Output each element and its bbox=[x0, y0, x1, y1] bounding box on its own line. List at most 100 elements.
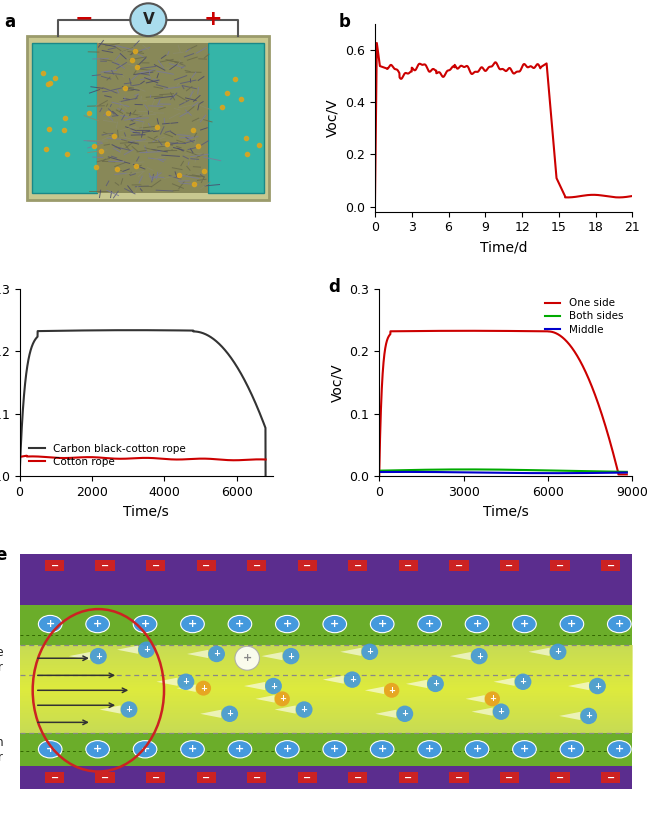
X-axis label: Time/s: Time/s bbox=[483, 505, 529, 519]
Line: Both sides: Both sides bbox=[379, 469, 627, 472]
FancyBboxPatch shape bbox=[27, 36, 269, 200]
FancyBboxPatch shape bbox=[45, 772, 64, 784]
Both sides bbox=[615, 467, 623, 476]
Text: +: + bbox=[378, 619, 387, 629]
FancyBboxPatch shape bbox=[449, 772, 469, 784]
Text: +: + bbox=[388, 686, 395, 695]
Ellipse shape bbox=[228, 741, 252, 758]
One side bbox=[570, 346, 578, 356]
Text: +: + bbox=[283, 619, 292, 629]
Text: +: + bbox=[235, 744, 244, 754]
Both sides bbox=[570, 466, 578, 476]
One side bbox=[623, 470, 630, 480]
Polygon shape bbox=[156, 678, 177, 686]
FancyBboxPatch shape bbox=[20, 646, 632, 733]
Text: −: − bbox=[253, 560, 261, 571]
Text: +: + bbox=[46, 619, 55, 629]
Cotton rope bbox=[136, 453, 143, 463]
Cotton rope bbox=[28, 451, 36, 461]
Text: b: b bbox=[339, 13, 351, 31]
Polygon shape bbox=[100, 706, 121, 714]
Text: +: + bbox=[330, 744, 340, 754]
Middle bbox=[402, 467, 410, 476]
Text: +: + bbox=[203, 8, 222, 28]
Legend: One side, Both sides, Middle: One side, Both sides, Middle bbox=[541, 294, 627, 339]
Circle shape bbox=[589, 678, 606, 694]
Text: −: − bbox=[101, 560, 109, 571]
Carbon black-cotton rope bbox=[128, 325, 136, 335]
Ellipse shape bbox=[466, 615, 489, 633]
Both sides bbox=[388, 466, 396, 476]
Polygon shape bbox=[244, 682, 265, 690]
Text: −: − bbox=[50, 560, 59, 571]
Both sides bbox=[489, 465, 497, 475]
Ellipse shape bbox=[133, 741, 157, 758]
One side bbox=[489, 326, 497, 336]
Text: −: − bbox=[101, 772, 109, 782]
Text: −: − bbox=[354, 560, 362, 571]
Y-axis label: Voc/V: Voc/V bbox=[325, 98, 340, 137]
Circle shape bbox=[580, 708, 597, 724]
Cotton rope bbox=[16, 452, 23, 462]
Middle bbox=[570, 468, 578, 478]
Text: +: + bbox=[615, 744, 624, 754]
FancyBboxPatch shape bbox=[247, 772, 267, 784]
Circle shape bbox=[177, 673, 194, 690]
Circle shape bbox=[296, 702, 312, 718]
Polygon shape bbox=[340, 648, 361, 656]
Circle shape bbox=[196, 680, 211, 696]
FancyBboxPatch shape bbox=[247, 559, 267, 572]
FancyBboxPatch shape bbox=[207, 43, 264, 193]
Ellipse shape bbox=[133, 615, 157, 633]
Middle bbox=[616, 467, 624, 477]
Line: Carbon black-cotton rope: Carbon black-cotton rope bbox=[20, 330, 265, 476]
Polygon shape bbox=[177, 685, 196, 692]
Polygon shape bbox=[117, 646, 138, 654]
Text: −: − bbox=[556, 772, 564, 782]
FancyBboxPatch shape bbox=[33, 43, 96, 193]
FancyBboxPatch shape bbox=[96, 43, 207, 193]
Text: −: − bbox=[455, 772, 463, 782]
Text: +: + bbox=[378, 744, 387, 754]
Ellipse shape bbox=[86, 615, 110, 633]
FancyBboxPatch shape bbox=[449, 559, 469, 572]
Ellipse shape bbox=[560, 615, 584, 633]
Circle shape bbox=[282, 648, 299, 664]
Text: +: + bbox=[270, 681, 277, 690]
Text: +: + bbox=[188, 619, 197, 629]
Text: +: + bbox=[200, 684, 207, 693]
FancyBboxPatch shape bbox=[550, 772, 570, 784]
Ellipse shape bbox=[608, 741, 631, 758]
FancyBboxPatch shape bbox=[95, 772, 115, 784]
Circle shape bbox=[235, 646, 259, 670]
Middle bbox=[496, 468, 503, 478]
Text: e: e bbox=[0, 546, 7, 564]
Text: +: + bbox=[46, 744, 55, 754]
Text: +: + bbox=[520, 744, 529, 754]
Text: −: − bbox=[152, 560, 160, 571]
Ellipse shape bbox=[560, 741, 584, 758]
Circle shape bbox=[427, 676, 444, 692]
Middle bbox=[550, 468, 557, 478]
Line: One side: One side bbox=[379, 331, 627, 476]
Text: −: − bbox=[556, 560, 564, 571]
Ellipse shape bbox=[181, 741, 204, 758]
Polygon shape bbox=[471, 707, 493, 715]
Text: +: + bbox=[226, 709, 233, 719]
Ellipse shape bbox=[323, 615, 347, 633]
Text: −: − bbox=[354, 772, 362, 782]
Y-axis label: Voc/V: Voc/V bbox=[330, 363, 344, 402]
Polygon shape bbox=[376, 710, 396, 718]
Ellipse shape bbox=[228, 615, 252, 633]
Text: +: + bbox=[567, 619, 576, 629]
Text: −: − bbox=[404, 560, 413, 571]
FancyBboxPatch shape bbox=[298, 559, 317, 572]
Carbon black-cotton rope bbox=[255, 406, 263, 415]
Polygon shape bbox=[323, 676, 344, 684]
Circle shape bbox=[221, 706, 238, 722]
FancyBboxPatch shape bbox=[348, 559, 368, 572]
Ellipse shape bbox=[370, 741, 394, 758]
Text: V: V bbox=[142, 12, 154, 27]
Circle shape bbox=[361, 644, 378, 660]
Carbon black-cotton rope bbox=[209, 334, 217, 344]
